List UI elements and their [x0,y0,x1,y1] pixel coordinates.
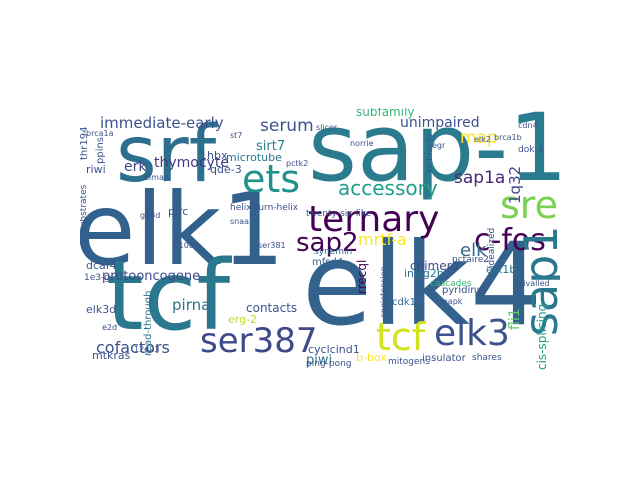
word-erg-2: erg-2 [228,313,258,326]
word-elk1b: elk1b [486,263,517,276]
word-elk3: elk3 [434,313,510,354]
word-ppins: ppins [95,136,106,164]
word-substrates: substrates [80,184,89,232]
word-subfamily: subfamily [356,108,415,119]
word-elk3d: elk3d [86,303,117,316]
word-piwi: piwi [306,353,333,368]
word-srf: srf [116,110,217,200]
word-ets: ets [242,157,301,201]
word-tortuosity: tortuosity [425,133,434,172]
word-b-box: b-box [356,351,387,364]
word-protooncogene: protooncogene [102,269,201,284]
word-ser381: ser381 [258,241,286,250]
word-brca1a: brca1a [86,129,114,138]
word-e2d: e2d [102,323,118,332]
word-shares: shares [472,353,502,363]
word-angiotension: angiotension [379,266,388,318]
word-thymocyte: thymocyte [154,155,229,171]
word-riwi: riwi [86,163,106,176]
word-cascades: cascades [430,279,472,289]
word-dcaf4: dcaf4 [86,259,117,272]
word-snaa: snaa [230,217,250,226]
word-rrecql: rrecql [355,259,369,294]
word-cofactors: cofactors [96,338,170,357]
word-cl100: cl100 [172,241,194,250]
word-slicer: slicer [316,123,338,132]
word-helix-turn-helix: helix-turn-helix [230,203,299,213]
word-c-fos: c-fos [474,223,546,258]
word-elmap: elmap [144,173,169,182]
word-12q23: 12q23 [134,345,160,354]
word-tcf-large: tcf [106,240,231,352]
word-ternary: ternary [308,199,440,240]
word-contacts: contacts [246,301,298,315]
word-g13d: g13d [140,211,161,220]
word-sre: sre [500,183,558,227]
word-mtkras: mtkras [92,349,131,362]
word-1e3-g: 1e3-g [84,273,110,283]
word-mitogens: mitogens [388,357,430,367]
word-elk4: elk4 [302,218,543,351]
word-sap-1: sap-1 [308,108,560,203]
word-brca1b: brca1b [494,133,522,142]
word-qde-3: qde-3 [210,163,242,176]
word-pctk2: pctk2 [286,159,309,168]
word-cloud: sap-1 srf elk1 elk4 tcf ternary ets sre … [80,108,560,370]
word-cdk17: cdk17 [392,297,423,308]
word-mapk: mapk [440,297,463,306]
word-ser387: ser387 [200,321,318,361]
word-1hbx: 1hbx [200,149,228,162]
word-microtube: microtube [226,151,282,164]
word-insig2b: insig2b [404,267,444,280]
word-immediate-early: immediate-early [100,114,224,132]
word-unimpaired: unimpaired [400,115,480,131]
word-sirt7: sirt7 [256,139,286,154]
word-mrtf-a: mrtf-a [358,230,407,249]
word-fli1: fli1 [507,308,523,330]
word-cyclcind1: cyclcind1 [308,343,360,356]
word-serum: serum [260,116,314,136]
word-elk1: elk1 [80,171,285,288]
word-cdn4: cdn4 [518,121,538,130]
word-chimera: chimera [410,259,459,273]
word-erk: erk [124,159,147,175]
word-norrie: norrie [350,139,374,148]
word-twenty-six-like: twenty-six-like [306,209,372,219]
word-pirc: pirc [168,205,189,218]
word-dok-4: dok-4 [518,145,544,155]
word-egr: egr [432,141,446,150]
word-accessory: accessory [338,176,438,200]
word-rivalled: rivalled [520,279,550,288]
word-mfsd4: mfsd4 [312,257,344,268]
word-ping-pong: ping-pong [306,359,352,369]
word-insulator: insulator [422,353,466,364]
word-cis-splicing: cis-splicing [535,303,549,370]
word-idealized: idealized [487,227,497,268]
word-pirna: pirna [172,296,211,314]
word-sap1a: sap1a [454,168,506,188]
word-synemin: synemin [314,247,353,257]
word-elk2: elk2 [474,135,491,144]
word-st7: st7 [230,131,243,140]
word-map: map [460,128,498,148]
word-sap2: sap2 [296,228,359,258]
word-elk: elk [460,240,487,261]
word-1q32: 1q32 [506,165,524,204]
word-pyridinyl: pyridinyl [442,285,486,296]
word-pctaire2: pctaire2 [452,255,489,265]
word-tcf-yellow: tcf [376,315,426,359]
